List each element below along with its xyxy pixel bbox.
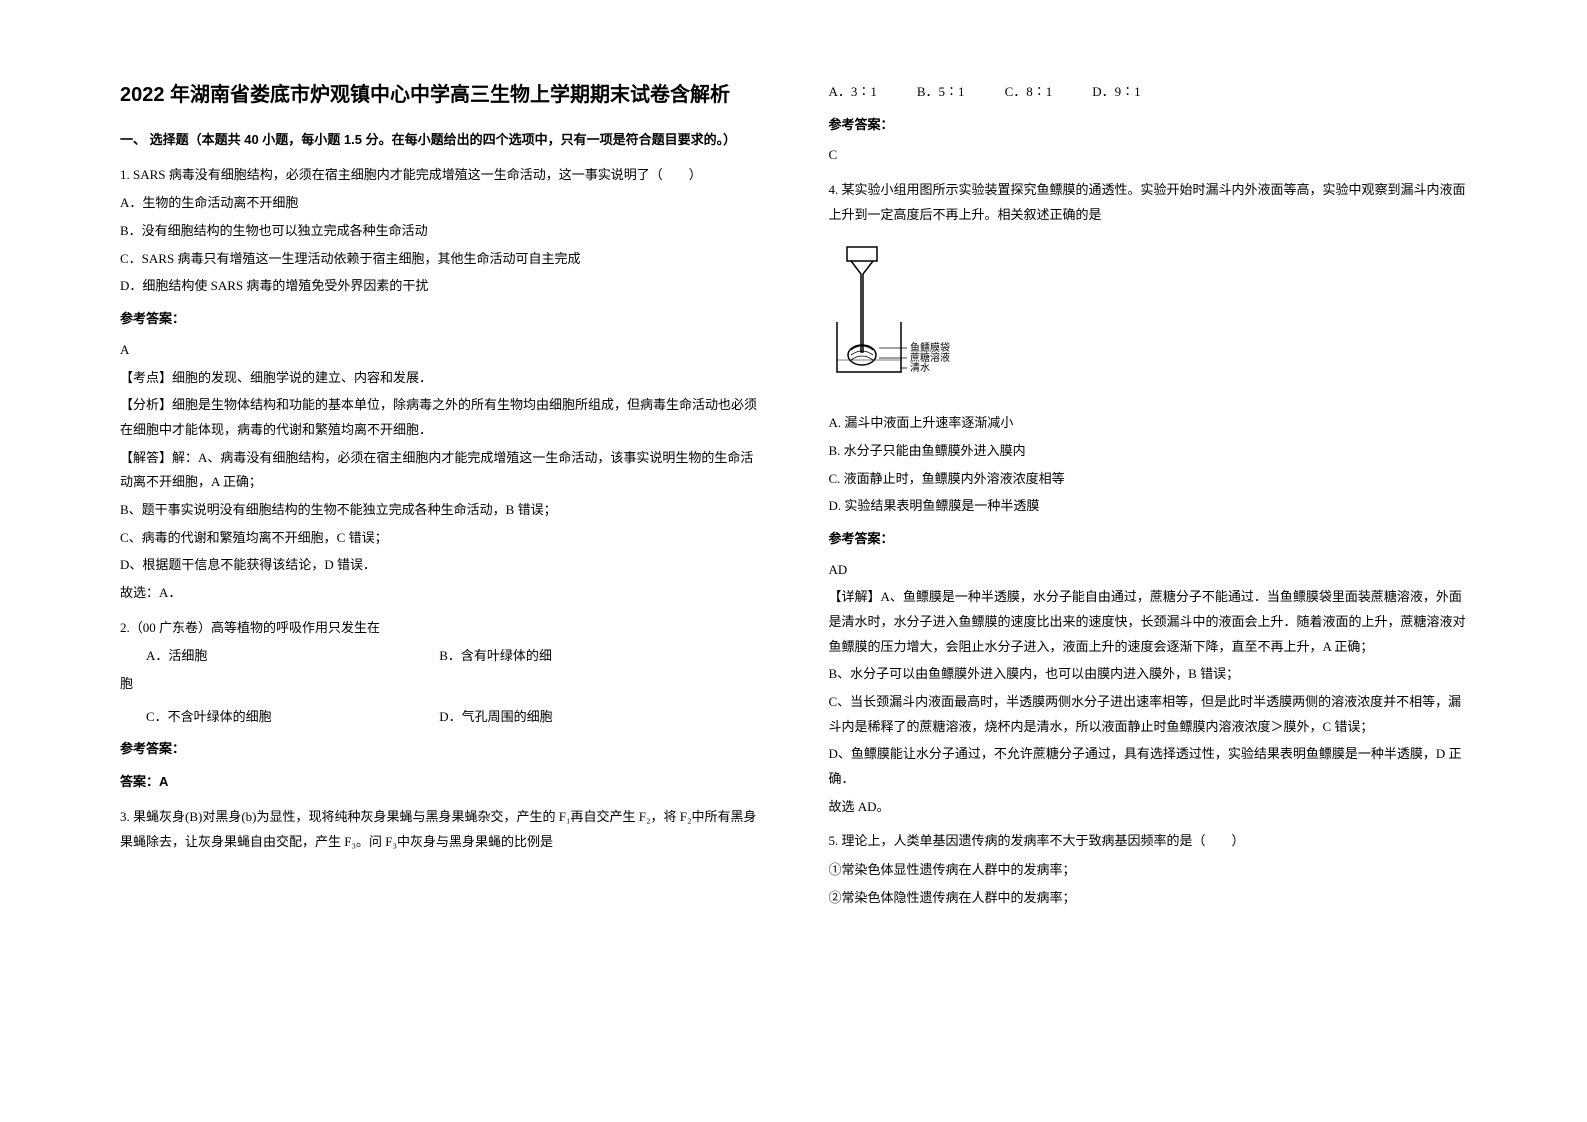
q2-answer: 答案：A [120,770,759,795]
q3-options: A．3∶1 B．5∶1 C．8∶1 D．9∶1 [829,80,1468,105]
q3-option-c: C．8∶1 [1005,80,1053,105]
q4-answer: AD [829,558,1468,583]
q1-answer: A [120,338,759,363]
q3-option-a: A．3∶1 [829,80,877,105]
question-1: 1. SARS 病毒没有细胞结构，必须在宿主细胞内才能完成增殖这一生命活动，这一… [120,163,759,606]
q1-stem: 1. SARS 病毒没有细胞结构，必须在宿主细胞内才能完成增殖这一生命活动，这一… [120,163,759,188]
q2-stem: 2.（00 广东卷）高等植物的呼吸作用只发生在 [120,616,759,641]
q2-option-a: A．活细胞 [120,644,439,669]
question-5: 5. 理论上，人类单基因遗传病的发病率不大于致病基因频率的是（ ） ①常染色体显… [829,829,1468,910]
q1-fenxi: 【分析】细胞是生物体结构和功能的基本单位，除病毒之外的所有生物均由细胞所组成，但… [120,393,759,442]
q4-option-d: D. 实验结果表明鱼鳔膜是一种半透膜 [829,494,1468,519]
q3-answer: C [829,143,1468,168]
q1-answer-heading: 参考答案： [120,307,759,332]
diagram-label-3: 清水 [910,361,930,374]
q5-stem: 5. 理论上，人类单基因遗传病的发病率不大于致病基因频率的是（ ） [829,829,1468,854]
q1-option-b: B．没有细胞结构的生物也可以独立完成各种生命活动 [120,219,759,244]
q1-guxuan: 故选：A． [120,581,759,606]
q5-line1: ①常染色体显性遗传病在人群中的发病率； [829,858,1468,883]
q4-option-b: B. 水分子只能由鱼鳔膜外进入膜内 [829,439,1468,464]
q4-option-c: C. 液面静止时，鱼鳔膜内外溶液浓度相等 [829,467,1468,492]
right-column: A．3∶1 B．5∶1 C．8∶1 D．9∶1 参考答案： C 4. 某实验小组… [809,80,1488,1082]
q4-xiangjie: 【详解】A、鱼鳔膜是一种半透膜，水分子能自由通过，蔗糖分子不能通过．当鱼鳔膜袋里… [829,585,1468,659]
q1-jieda-c: C、病毒的代谢和繁殖均离不开细胞，C 错误； [120,526,759,551]
q1-option-a: A．生物的生命活动离不开细胞 [120,191,759,216]
q2-options-cd: C．不含叶绿体的细胞 D．气孔周围的细胞 [120,705,759,730]
q2-option-b-cont: 胞 [120,672,759,697]
q4-guxuan: 故选 AD。 [829,795,1468,820]
q3-stem: 3. 果蝇灰身(B)对黑身(b)为显性，现将纯种灰身果蝇与黑身果蝇杂交，产生的 … [120,805,759,854]
q1-jieda: 【解答】解：A、病毒没有细胞结构，必须在宿主细胞内才能完成增殖这一生命活动，该事… [120,446,759,495]
q4-xiangjie-c: C、当长颈漏斗内液面最高时，半透膜两侧水分子进出速率相等，但是此时半透膜两侧的溶… [829,690,1468,739]
q2-answer-heading: 参考答案： [120,737,759,762]
question-4: 4. 某实验小组用图所示实验装置探究鱼鳔膜的通透性。实验开始时漏斗内外液面等高，… [829,178,1468,819]
q2-options-ab: A．活细胞 B．含有叶绿体的细 [120,644,759,669]
q4-xiangjie-d: D、鱼鳔膜能让水分子通过，不允许蔗糖分子通过，具有选择透过性，实验结果表明鱼鳔膜… [829,742,1468,791]
q4-answer-heading: 参考答案： [829,527,1468,552]
question-3: 3. 果蝇灰身(B)对黑身(b)为显性，现将纯种灰身果蝇与黑身果蝇杂交，产生的 … [120,805,759,854]
q4-diagram: 鱼鳔膜袋 蔗糖溶液 清水 [829,242,1468,401]
q2-option-c: C．不含叶绿体的细胞 [120,705,439,730]
q4-stem: 4. 某实验小组用图所示实验装置探究鱼鳔膜的通透性。实验开始时漏斗内外液面等高，… [829,178,1468,227]
left-column: 2022 年湖南省娄底市炉观镇中心中学高三生物上学期期末试卷含解析 一、 选择题… [100,80,779,1082]
q3-option-d: D．9∶1 [1092,80,1140,105]
question-2: 2.（00 广东卷）高等植物的呼吸作用只发生在 A．活细胞 B．含有叶绿体的细 … [120,616,759,795]
q3-answer-heading: 参考答案： [829,113,1468,138]
document-title: 2022 年湖南省娄底市炉观镇中心中学高三生物上学期期末试卷含解析 [120,80,759,110]
q1-kaodian: 【考点】细胞的发现、细胞学说的建立、内容和发展． [120,366,759,391]
q3-option-b: B．5∶1 [917,80,965,105]
q5-line2: ②常染色体隐性遗传病在人群中的发病率； [829,886,1468,911]
q4-option-a: A. 漏斗中液面上升速率逐渐减小 [829,411,1468,436]
q1-option-c: C．SARS 病毒只有增殖这一生理活动依赖于宿主细胞，其他生命活动可自主完成 [120,247,759,272]
q2-option-b: B．含有叶绿体的细 [439,644,758,669]
q2-option-d: D．气孔周围的细胞 [439,705,758,730]
q1-jieda-b: B、题干事实说明没有细胞结构的生物不能独立完成各种生命活动，B 错误； [120,498,759,523]
q1-jieda-d: D、根据题干信息不能获得该结论，D 错误． [120,553,759,578]
section-heading: 一、 选择题（本题共 40 小题，每小题 1.5 分。在每小题给出的四个选项中，… [120,128,759,153]
q1-option-d: D．细胞结构使 SARS 病毒的增殖免受外界因素的干扰 [120,274,759,299]
q4-xiangjie-b: B、水分子可以由鱼鳔膜外进入膜内，也可以由膜内进入膜外，B 错误； [829,662,1468,687]
funnel-beaker-icon: 鱼鳔膜袋 蔗糖溶液 清水 [829,242,979,392]
